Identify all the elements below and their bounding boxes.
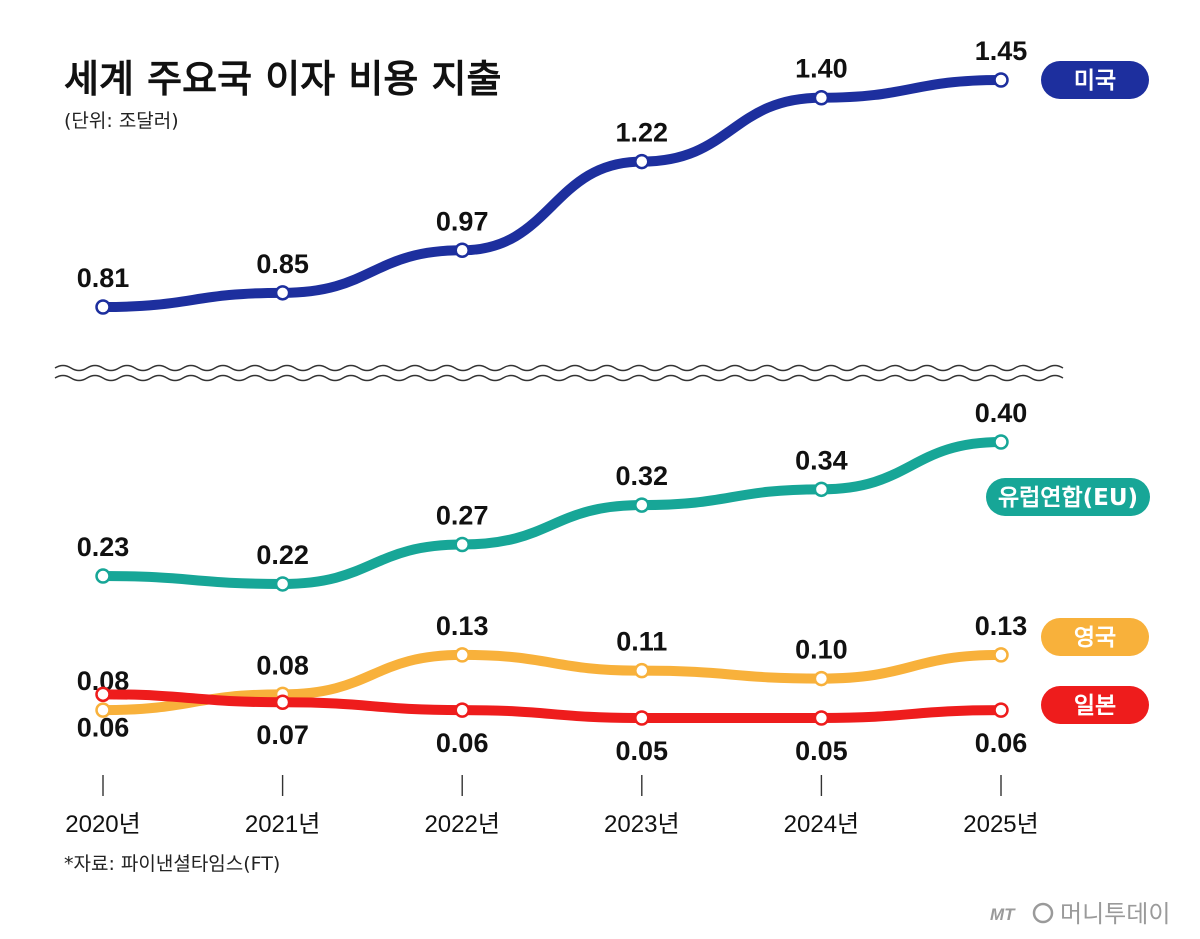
data-point <box>813 670 830 687</box>
data-point <box>634 662 650 679</box>
data-label: 0.27 <box>436 501 489 531</box>
data-point <box>95 299 111 315</box>
data-label: 0.13 <box>975 611 1028 641</box>
data-label: 1.40 <box>795 54 848 84</box>
series-line <box>98 689 1006 723</box>
x-tick-label: 2024년 <box>784 811 859 838</box>
data-point <box>993 702 1009 718</box>
data-label: 0.11 <box>616 627 667 657</box>
axis-break-wave-bottom <box>54 374 1064 382</box>
data-label: 0.40 <box>975 398 1028 428</box>
data-label: 0.05 <box>616 736 669 766</box>
data-point <box>993 647 1009 663</box>
chart-subtitle: (단위: 조달러) <box>64 110 179 132</box>
series-group: 0.23 0.22 0.27 0.32 0.34 0.40 <box>77 398 1028 592</box>
data-point <box>993 434 1009 450</box>
data-label: 0.06 <box>975 728 1028 758</box>
data-point <box>274 694 291 710</box>
data-point <box>634 497 650 513</box>
series-line <box>98 649 1006 716</box>
data-point <box>274 576 291 592</box>
watermark-mt: MT <box>990 905 1016 924</box>
data-label: 0.22 <box>256 540 309 570</box>
watermark-logo: MT 머니투데이 <box>990 900 1170 928</box>
data-point <box>274 285 291 301</box>
data-point <box>993 72 1009 88</box>
data-point <box>813 89 830 106</box>
data-point <box>95 702 111 718</box>
series-group: 0.81 0.85 0.97 1.22 1.40 1.45 <box>77 36 1028 315</box>
series-group: 0.080.080.130.11 0.100.13 <box>77 611 1028 718</box>
data-label: 0.13 <box>436 611 489 641</box>
chart-title: 세계 주요국 이자 비용 지출 <box>64 57 501 101</box>
legend-badge-bg <box>1041 686 1149 724</box>
series-line <box>98 437 1006 589</box>
data-point <box>634 153 650 170</box>
x-tick-label: 2022년 <box>424 811 499 838</box>
data-label: 0.07 <box>256 720 309 750</box>
legend-label: 유럽연합(EU) <box>998 485 1138 511</box>
x-tick-label: 2023년 <box>604 811 679 838</box>
data-label: 0.10 <box>795 635 848 665</box>
legend-badge: 영국 <box>1041 618 1149 656</box>
x-tick-label: 2020년 <box>65 811 140 838</box>
watermark-circle-icon <box>1032 902 1054 924</box>
x-tick-label: 2021년 <box>245 811 320 838</box>
legend-label: 미국 <box>1074 68 1116 94</box>
data-label: 0.08 <box>256 650 309 680</box>
data-label: 0.23 <box>77 532 130 562</box>
legend-label: 일본 <box>1074 693 1116 719</box>
series-group: 0.06 0.07 0.06 0.05 0.05 0.06 <box>77 686 1028 766</box>
data-label: 0.06 <box>77 712 130 742</box>
data-label: 0.05 <box>795 736 848 766</box>
data-label: 1.45 <box>975 36 1028 66</box>
legend-badge-bg <box>1041 618 1149 656</box>
legend-badge-bg <box>1041 61 1149 99</box>
data-point <box>454 647 470 663</box>
data-label: 0.32 <box>616 461 669 491</box>
data-label: 0.81 <box>77 263 130 293</box>
data-label: 0.85 <box>256 249 309 279</box>
series-layer: 0.81 0.85 0.97 1.22 1.40 1.45 0.23 0.22 0.27 0.32… <box>77 36 1028 766</box>
data-point <box>454 242 470 258</box>
data-point <box>454 702 470 718</box>
legend-badge: 유럽연합(EU) <box>986 478 1150 516</box>
legend-badge-bg <box>986 478 1150 516</box>
legend-badge: 일본 <box>1041 686 1149 724</box>
data-point <box>634 710 650 726</box>
data-label: 0.97 <box>436 206 489 236</box>
x-tick-label: 2025년 <box>963 811 1038 838</box>
source-note: *자료: 파이낸셜타임스(FT) <box>64 853 280 875</box>
axis-break-wave-top <box>54 364 1064 372</box>
data-point <box>813 710 830 726</box>
data-point <box>95 686 111 703</box>
legend-label: 영국 <box>1074 625 1116 651</box>
data-point <box>813 481 830 498</box>
watermark-brand: 머니투데이 <box>1060 900 1170 928</box>
data-point <box>454 536 470 553</box>
data-point <box>95 568 111 584</box>
data-label: 0.34 <box>795 445 848 475</box>
legend-badge: 미국 <box>1041 61 1149 99</box>
data-label: 1.22 <box>616 118 669 148</box>
data-label: 0.06 <box>436 728 489 758</box>
x-axis-ticks: 2020년 2021년 2022년 2023년 2024년 2025년 <box>65 775 1039 838</box>
series-line <box>98 75 1006 312</box>
